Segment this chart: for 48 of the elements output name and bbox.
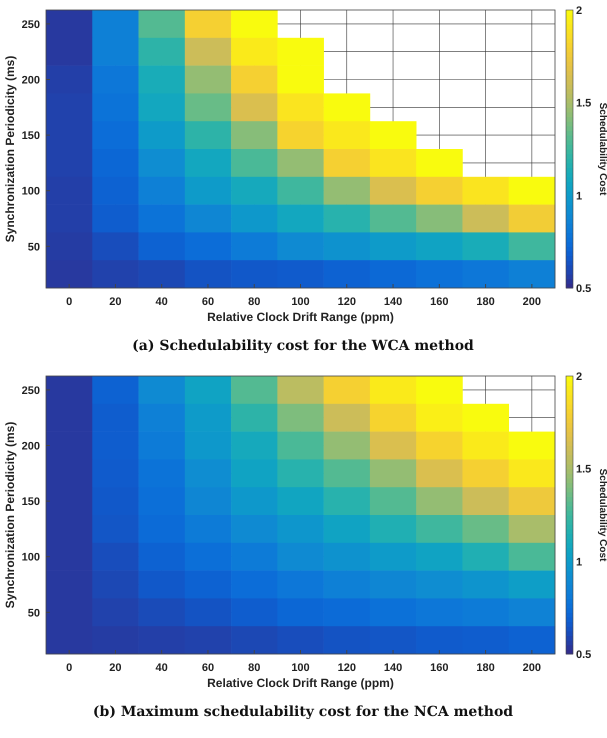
color-bar-label: 2 [576, 5, 582, 17]
color-bar-label: 2 [576, 371, 582, 383]
text: (b) Maximum schedulability cost for the NCA method [92, 704, 514, 720]
x-tick-label: 80 [248, 662, 260, 674]
y-tick-label: 150 [22, 130, 40, 142]
color-bar-title: Schedulability Cost [597, 102, 607, 196]
x-tick-label: 120 [338, 662, 356, 674]
color-bar-label: 1 [576, 190, 582, 202]
y-axis-title: Synchronization Periodicity (ms) [3, 56, 17, 242]
color-bar-label: 1 [576, 556, 582, 568]
x-tick-label: 200 [522, 296, 542, 308]
x-tick-label: 40 [156, 296, 168, 308]
y-tick-label: 50 [28, 241, 40, 254]
x-axis-title: Relative Clock Drift Range (ppm) [207, 676, 394, 690]
x-tick-label: 100 [291, 662, 310, 674]
x-tick-label: 40 [156, 662, 168, 674]
x-tick-label: 160 [430, 662, 448, 674]
x-tick-label: 180 [476, 296, 495, 308]
x-axis-title: Relative Clock Drift Range (ppm) [207, 310, 394, 324]
text: (a) Schedulability cost for the WCA method [132, 338, 474, 354]
x-tick-label: 140 [384, 296, 402, 308]
color-bar-title: Schedulability Cost [597, 468, 607, 562]
x-tick-label: 100 [291, 296, 310, 308]
color-bar-label: 0.5 [576, 283, 592, 295]
x-tick-label: 0 [66, 662, 72, 674]
x-tick-label: 120 [338, 296, 356, 308]
y-tick-label: 50 [28, 607, 40, 620]
y-tick-label: 100 [22, 552, 40, 564]
y-tick-label: 200 [22, 440, 40, 452]
y-tick-label: 250 [22, 18, 40, 31]
x-tick-label: 140 [384, 662, 402, 674]
x-tick-label: 60 [202, 296, 214, 308]
color-bar-label: 1.5 [576, 98, 592, 110]
x-tick-label: 200 [522, 662, 542, 674]
y-axis-title: Synchronization Periodicity (ms) [3, 422, 17, 608]
x-tick-label: 160 [430, 296, 448, 308]
x-tick-label: 20 [109, 296, 122, 308]
y-tick-label: 250 [22, 384, 40, 397]
color-bar-label: 0.5 [576, 649, 592, 661]
x-tick-label: 0 [66, 296, 72, 308]
y-tick-label: 200 [22, 74, 40, 86]
y-tick-label: 150 [22, 496, 40, 508]
y-tick-label: 100 [22, 186, 40, 198]
x-tick-label: 60 [202, 662, 214, 674]
x-tick-label: 20 [109, 662, 122, 674]
x-tick-label: 180 [476, 662, 495, 674]
color-bar-label: 1.5 [576, 464, 592, 476]
x-tick-label: 80 [248, 296, 260, 308]
